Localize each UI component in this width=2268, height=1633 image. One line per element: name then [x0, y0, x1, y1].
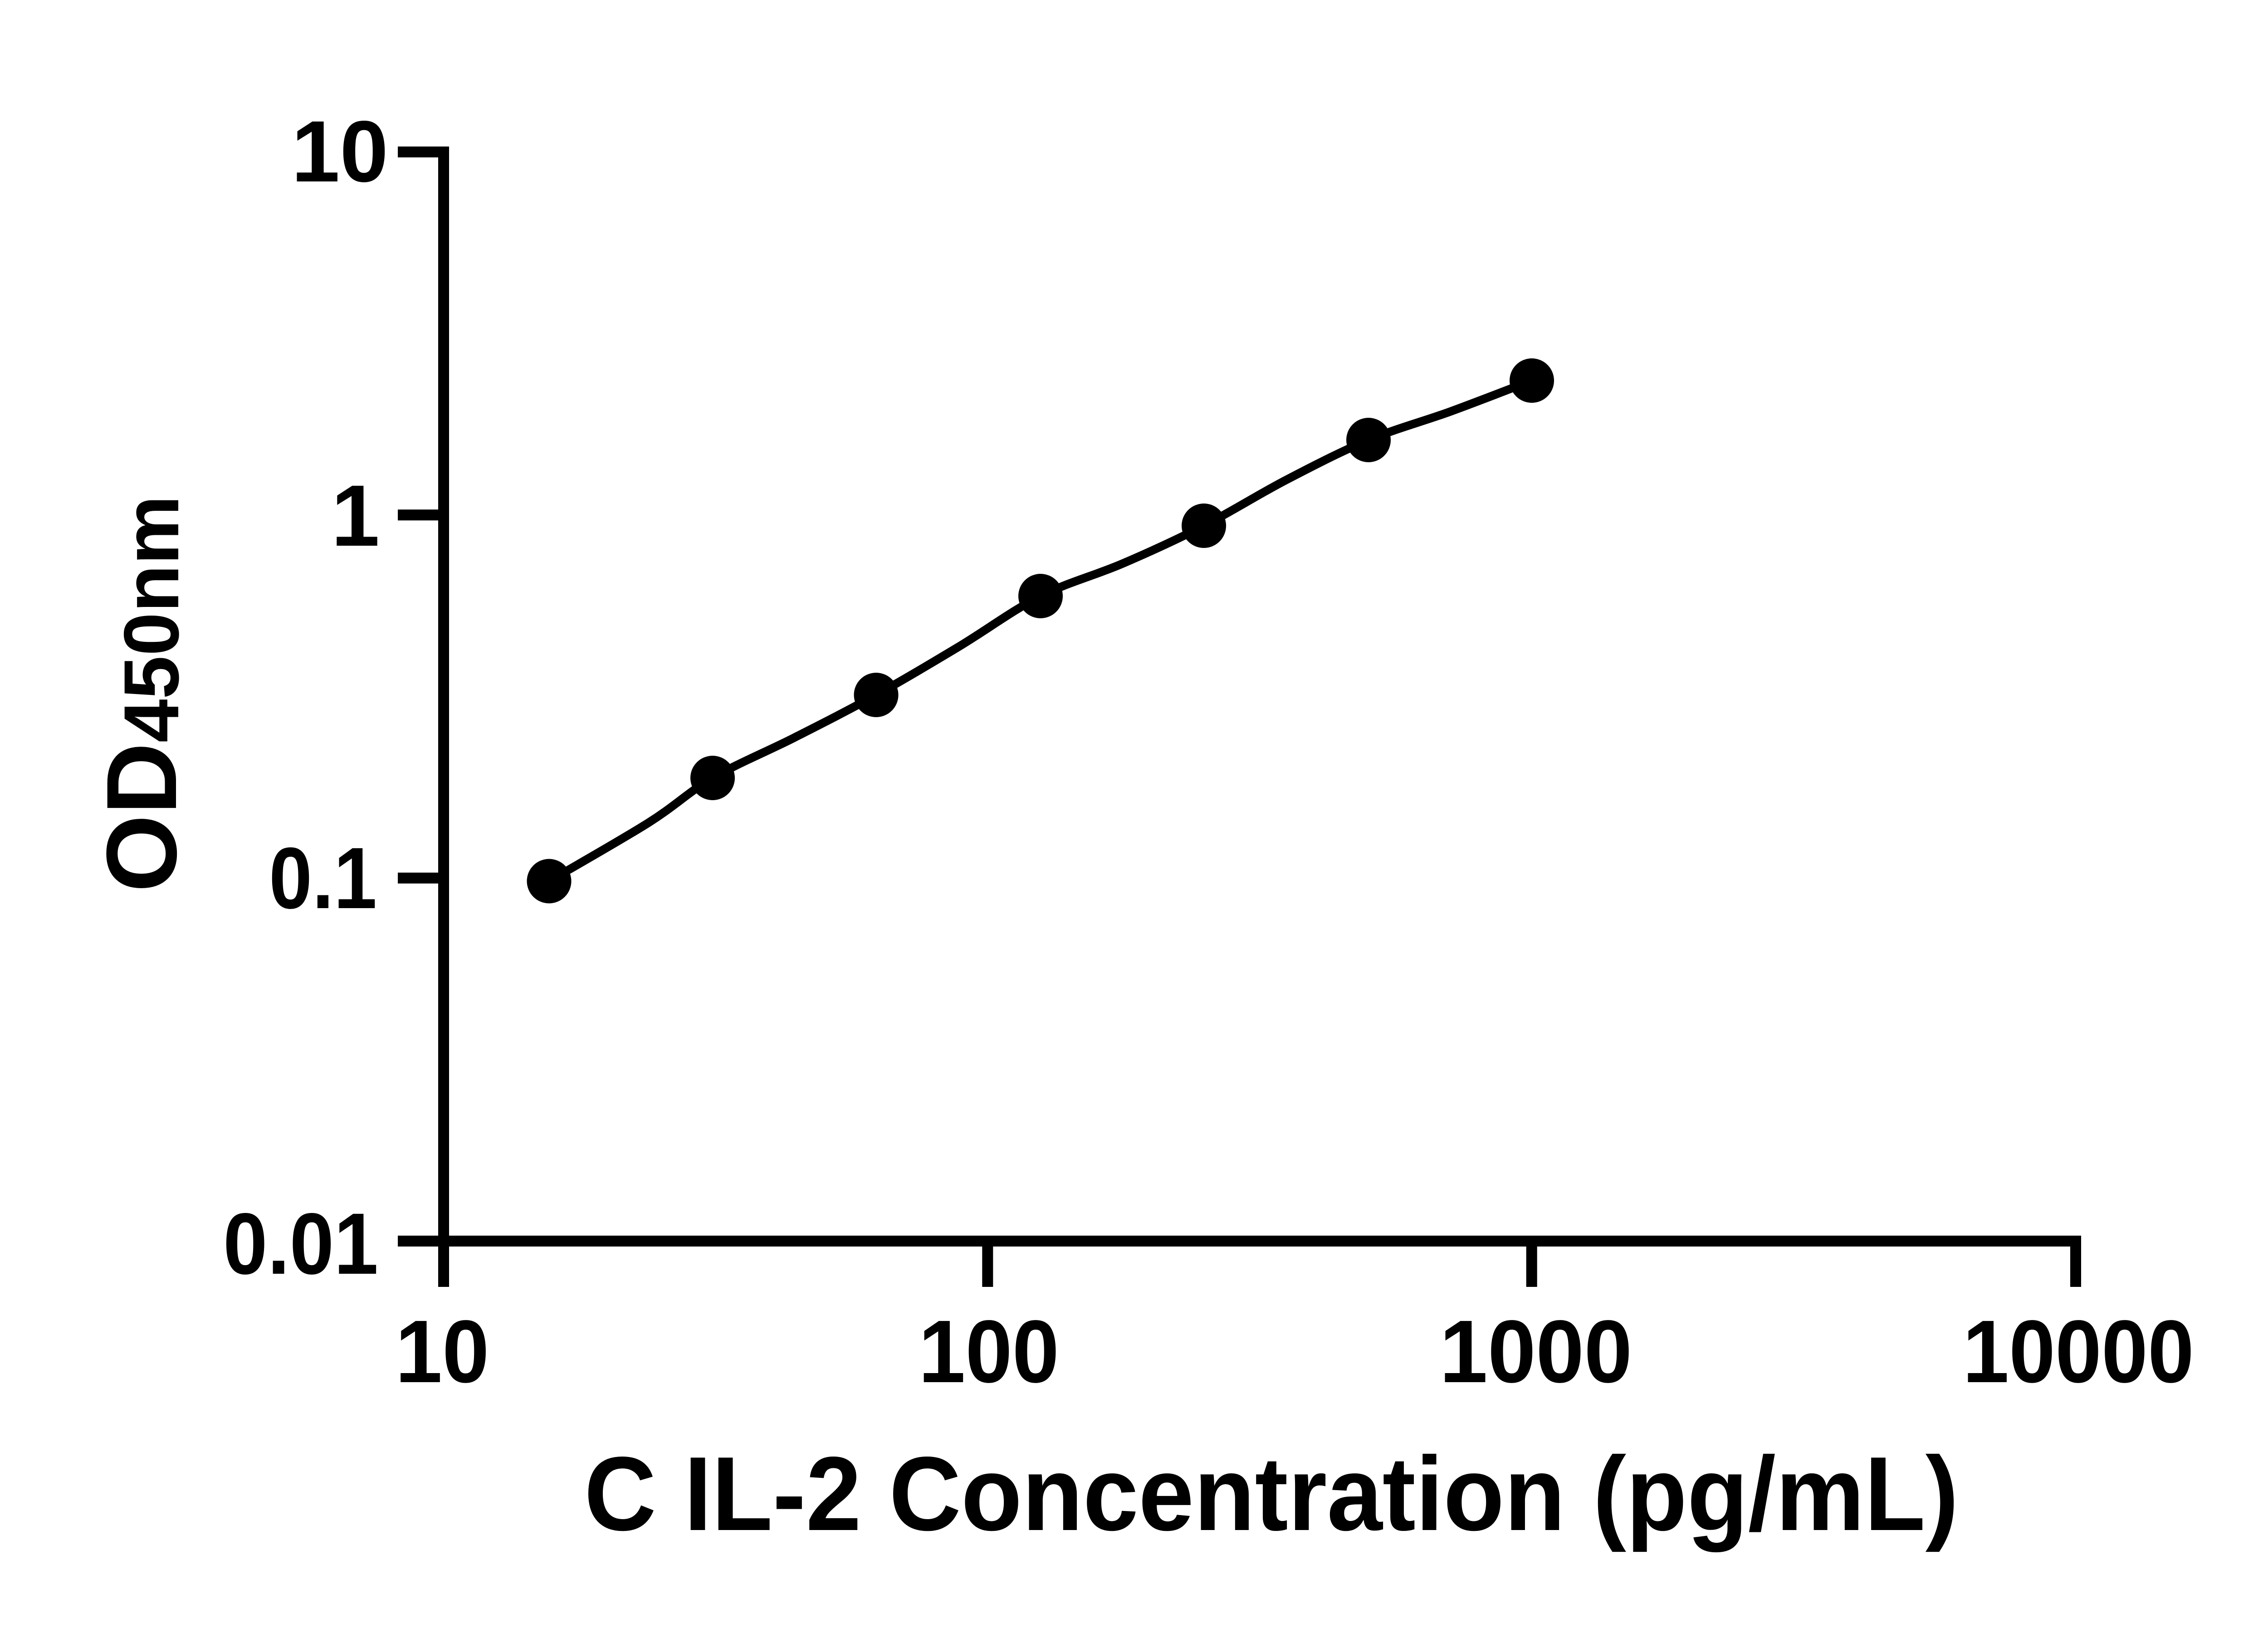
svg-text:10: 10 [291, 103, 388, 200]
svg-text:100: 100 [919, 1302, 1059, 1401]
svg-text:1: 1 [331, 467, 380, 564]
svg-text:C IL-2 Concentration (pg/mL): C IL-2 Concentration (pg/mL) [584, 1435, 1959, 1553]
svg-text:10000: 10000 [1963, 1302, 2194, 1401]
svg-text:0.1: 0.1 [269, 829, 377, 927]
svg-text:OD450nm: OD450nm [86, 495, 197, 892]
svg-text:1000: 1000 [1440, 1302, 1633, 1401]
svg-text:10: 10 [396, 1302, 489, 1401]
svg-text:0.01: 0.01 [223, 1195, 378, 1292]
